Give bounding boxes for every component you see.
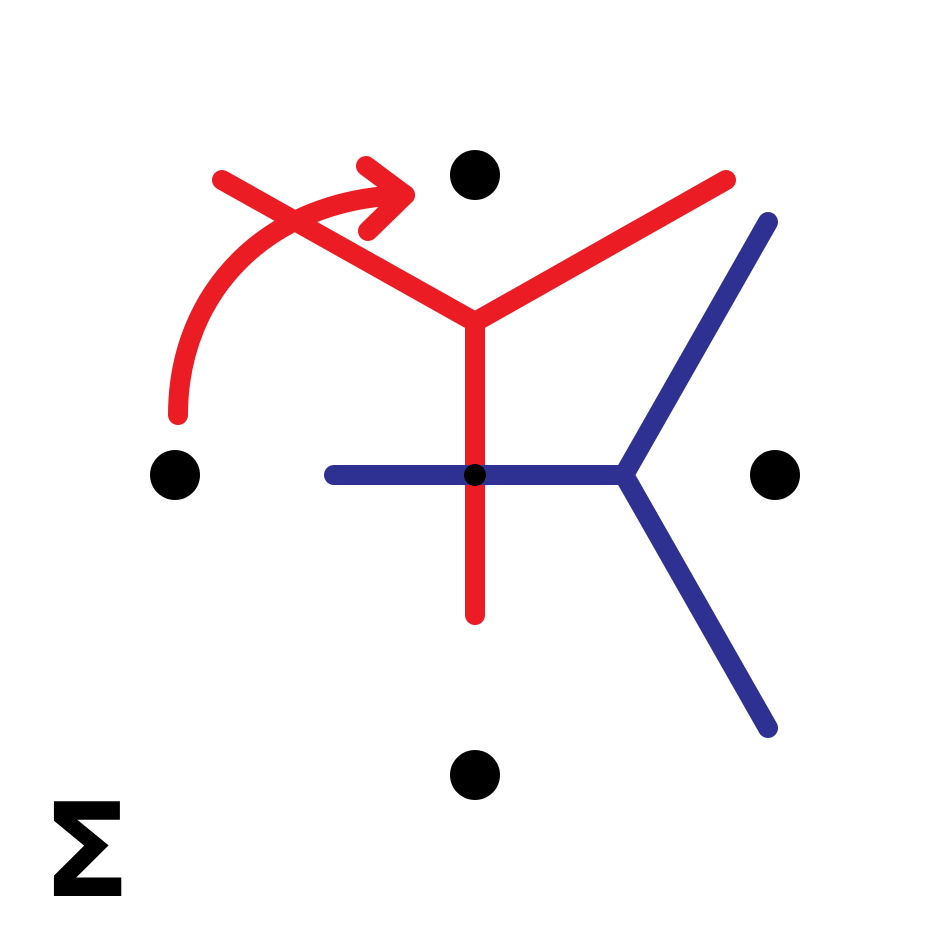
curved-arrow-icon (168, 156, 415, 425)
puncture-right (750, 450, 800, 500)
puncture-bottom (450, 750, 500, 800)
curved-arrow-head (356, 156, 415, 241)
red-edge-upper-right (465, 170, 736, 332)
red-network (212, 170, 736, 625)
surface-label: Σ (42, 775, 131, 927)
branch-point (464, 464, 486, 486)
curved-arrow-shaft (168, 185, 415, 425)
red-edge-upper-left (212, 170, 485, 332)
blue-network (324, 212, 778, 738)
blue-edge-upper-right (614, 212, 778, 485)
blue-edge-lower-right (614, 465, 778, 738)
puncture-left (150, 450, 200, 500)
punctures (150, 150, 800, 800)
puncture-top (450, 150, 500, 200)
